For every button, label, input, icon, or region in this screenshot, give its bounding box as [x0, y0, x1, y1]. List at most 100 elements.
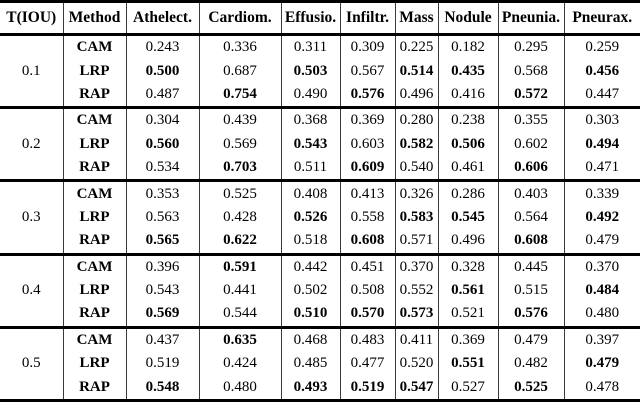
table-row: 0.4 CAM 0.396 0.591 0.442 0.451 0.370 0.328 0.44…: [0, 252, 640, 328]
table-row: LRP 0.560 0.569 0.543 0.603 0.582 0.506 0.602 0.…: [0, 132, 640, 156]
value-cell: 0.295: [497, 33, 564, 60]
value-cell: 0.547: [394, 375, 438, 401]
tiou-cell: 0.1: [0, 32, 63, 108]
value-cell: 0.551: [437, 352, 498, 376]
value-cell: 0.468: [280, 325, 340, 353]
value-cell: 0.560: [125, 132, 199, 156]
col-header-nodule: Nodule: [437, 1, 498, 36]
value-cell: 0.441: [198, 278, 281, 303]
value-cell: 0.568: [497, 59, 564, 83]
value-cell: 0.514: [394, 59, 438, 83]
value-cell: 0.303: [563, 106, 640, 133]
table-row: RAP 0.534 0.703 0.511 0.609 0.540 0.461 0.606 0.…: [0, 155, 640, 181]
table-row: LRP 0.500 0.687 0.503 0.567 0.514 0.435 0.568 0.…: [0, 59, 640, 83]
value-cell: 0.280: [394, 106, 438, 133]
value-cell: 0.526: [280, 205, 340, 230]
value-cell: 0.608: [339, 229, 395, 255]
value-cell: 0.603: [339, 132, 395, 156]
method-cell: RAP: [62, 155, 126, 181]
value-cell: 0.490: [280, 82, 340, 108]
value-cell: 0.687: [198, 59, 281, 83]
value-cell: 0.451: [339, 252, 395, 279]
method-cell: CAM: [62, 33, 126, 60]
value-cell: 0.424: [198, 352, 281, 376]
value-cell: 0.569: [125, 302, 199, 328]
value-cell: 0.492: [563, 205, 640, 230]
value-cell: 0.480: [563, 302, 640, 328]
value-cell: 0.461: [437, 155, 498, 181]
value-cell: 0.543: [280, 132, 340, 156]
value-cell: 0.602: [497, 132, 564, 156]
value-cell: 0.508: [339, 278, 395, 303]
value-cell: 0.511: [280, 155, 340, 181]
value-cell: 0.543: [125, 278, 199, 303]
value-cell: 0.635: [198, 325, 281, 353]
value-cell: 0.442: [280, 252, 340, 279]
value-cell: 0.479: [563, 229, 640, 255]
value-cell: 0.286: [437, 179, 498, 206]
method-cell: LRP: [62, 132, 126, 156]
value-cell: 0.437: [125, 325, 199, 353]
tiou-cell: 0.2: [0, 106, 63, 181]
value-cell: 0.311: [280, 33, 340, 60]
value-cell: 0.552: [394, 278, 438, 303]
table-row: 0.5 CAM 0.437 0.635 0.468 0.483 0.411 0.369 0.47…: [0, 325, 640, 401]
value-cell: 0.479: [563, 352, 640, 376]
value-cell: 0.570: [339, 302, 395, 328]
value-cell: 0.493: [280, 375, 340, 401]
table-row: RAP 0.569 0.544 0.510 0.570 0.573 0.521 0.576 0.…: [0, 302, 640, 328]
value-cell: 0.403: [497, 179, 564, 206]
table-row: LRP 0.519 0.424 0.485 0.477 0.520 0.551 0.482 0.…: [0, 352, 640, 376]
col-header-tiou: T(IOU): [0, 1, 63, 36]
tiou-cell: 0.5: [0, 325, 63, 401]
value-cell: 0.576: [497, 302, 564, 328]
value-cell: 0.445: [497, 252, 564, 279]
method-cell: RAP: [62, 375, 126, 401]
value-cell: 0.471: [563, 155, 640, 181]
method-cell: RAP: [62, 302, 126, 328]
table-row: LRP 0.543 0.441 0.502 0.508 0.552 0.561 0.515 0.…: [0, 278, 640, 303]
value-cell: 0.238: [437, 106, 498, 133]
tiou-cell: 0.4: [0, 252, 63, 328]
value-cell: 0.428: [198, 205, 281, 230]
value-cell: 0.500: [125, 59, 199, 83]
value-cell: 0.339: [563, 179, 640, 206]
table-row: 0.3 CAM 0.353 0.525 0.408 0.413 0.326 0.286 0.40…: [0, 179, 640, 255]
value-cell: 0.456: [563, 59, 640, 83]
value-cell: 0.370: [563, 252, 640, 279]
value-cell: 0.479: [497, 325, 564, 353]
method-cell: RAP: [62, 82, 126, 108]
value-cell: 0.368: [280, 106, 340, 133]
value-cell: 0.408: [280, 179, 340, 206]
value-cell: 0.411: [394, 325, 438, 353]
value-cell: 0.487: [125, 82, 199, 108]
col-header-cardiom: Cardiom.: [198, 1, 281, 36]
value-cell: 0.397: [563, 325, 640, 353]
value-cell: 0.519: [125, 352, 199, 376]
value-cell: 0.754: [198, 82, 281, 108]
value-cell: 0.561: [437, 278, 498, 303]
value-cell: 0.503: [280, 59, 340, 83]
value-cell: 0.496: [394, 82, 438, 108]
value-cell: 0.525: [198, 179, 281, 206]
table-row: 0.1 CAM 0.243 0.336 0.311 0.309 0.225 0.182 0.29…: [0, 32, 640, 108]
value-cell: 0.482: [497, 352, 564, 376]
value-cell: 0.304: [125, 106, 199, 133]
method-cell: RAP: [62, 229, 126, 255]
value-cell: 0.573: [394, 302, 438, 328]
value-cell: 0.565: [125, 229, 199, 255]
value-cell: 0.369: [437, 325, 498, 353]
col-header-method: Method: [62, 1, 126, 36]
value-cell: 0.525: [497, 375, 564, 401]
value-cell: 0.336: [198, 33, 281, 60]
value-cell: 0.416: [437, 82, 498, 108]
value-cell: 0.502: [280, 278, 340, 303]
method-cell: LRP: [62, 352, 126, 376]
value-cell: 0.478: [563, 375, 640, 401]
value-cell: 0.309: [339, 33, 395, 60]
value-cell: 0.564: [497, 205, 564, 230]
value-cell: 0.477: [339, 352, 395, 376]
value-cell: 0.439: [198, 106, 281, 133]
value-cell: 0.548: [125, 375, 199, 401]
table-body: 0.1 CAM 0.243 0.336 0.311 0.309 0.225 0.182 0.29…: [0, 32, 640, 401]
